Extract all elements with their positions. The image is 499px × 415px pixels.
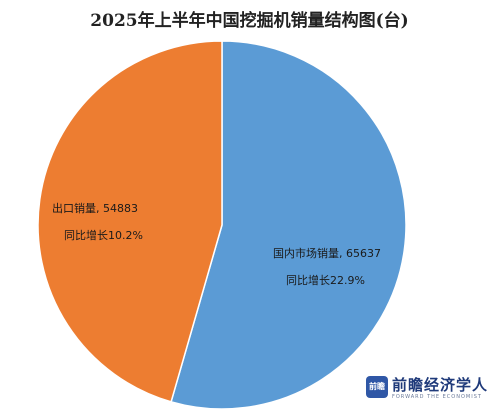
data-label-export: 出口销量, 54883 xyxy=(52,202,138,215)
chart-title: 2025年上半年中国挖掘机销量结构图(台) xyxy=(90,11,409,31)
brand-subtitle: FORWARD THE ECONOMIST xyxy=(392,394,482,400)
brand-watermark: 前瞻 前瞻经济学人 FORWARD THE ECONOMIST xyxy=(366,372,494,410)
brand-logo-icon: 前瞻 xyxy=(366,376,388,398)
pie-slice-domestic xyxy=(170,40,407,410)
pie-slice-export xyxy=(37,40,223,403)
data-label-export-growth: 同比增长10.2% xyxy=(64,229,143,242)
brand-name: 前瞻经济学人 xyxy=(392,376,489,394)
data-label-domestic: 国内市场销量, 65637 xyxy=(273,247,381,260)
data-label-domestic-growth: 同比增长22.9% xyxy=(286,274,365,287)
